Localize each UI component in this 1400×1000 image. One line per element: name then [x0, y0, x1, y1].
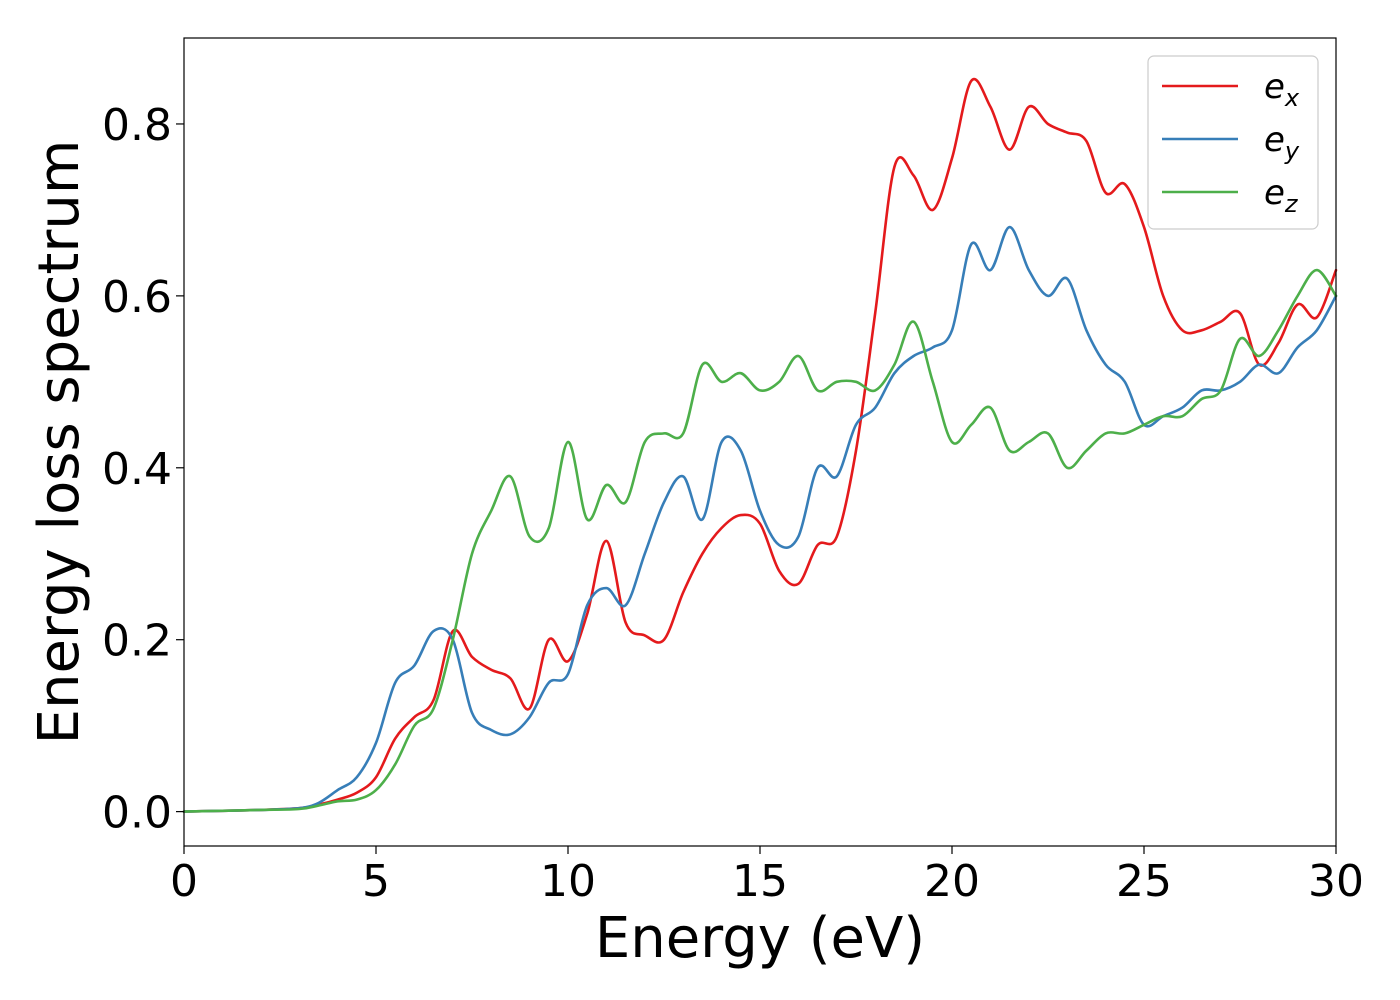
y-tick-label: 0.2: [102, 616, 172, 667]
x-tick-label: 20: [924, 856, 980, 907]
series-layer: [182, 77, 1338, 813]
x-tick-label: 30: [1308, 856, 1364, 907]
legend-label-ey: ey: [1264, 120, 1300, 165]
x-tick-label: 25: [1116, 856, 1172, 907]
y-axis: 0.0 0.2 0.4 0.6 0.8: [102, 100, 184, 839]
x-axis-title: Energy (eV): [595, 906, 925, 971]
series-line-ey: [182, 225, 1338, 813]
y-tick-label: 0.0: [102, 788, 172, 839]
x-tick-label: 0: [170, 856, 198, 907]
x-tick-label: 5: [362, 856, 390, 907]
y-tick-label: 0.4: [102, 444, 172, 495]
y-tick-label: 0.8: [102, 100, 172, 151]
series-line-ez: [182, 268, 1338, 813]
x-tick-label: 15: [732, 856, 788, 907]
legend-box: [1147, 55, 1319, 230]
y-tick-label: 0.6: [102, 272, 172, 323]
y-axis-title: Energy loss spectrum: [27, 140, 92, 745]
x-tick-label: 10: [540, 856, 596, 907]
legend-label-ex: ex: [1264, 67, 1300, 112]
x-axis: 0 5 10 15 20 25 30: [170, 846, 1364, 907]
series-line-ex: [182, 77, 1338, 813]
